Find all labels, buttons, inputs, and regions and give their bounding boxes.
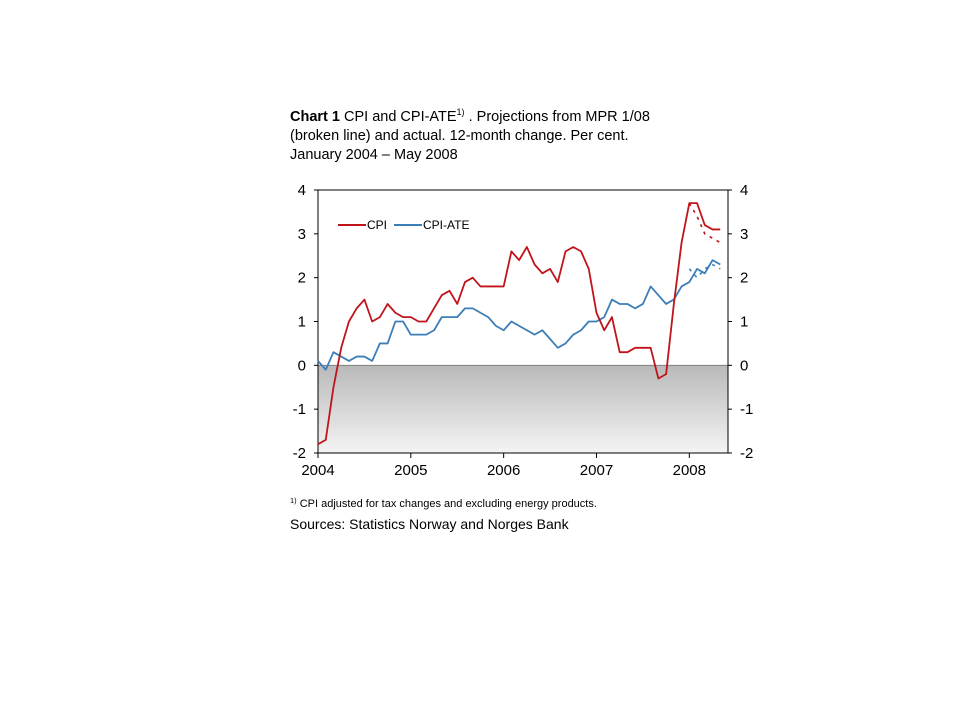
x-tick-label: 2004 bbox=[301, 462, 334, 479]
title-line3: January 2004 – May 2008 bbox=[290, 147, 458, 163]
sources: Sources: Statistics Norway and Norges Ba… bbox=[290, 516, 569, 532]
title-superscript: 1) bbox=[456, 107, 465, 117]
y-tick-label-right: 4 bbox=[740, 182, 748, 199]
y-tick-label-left: -1 bbox=[293, 401, 306, 418]
x-tick-label: 2005 bbox=[394, 462, 427, 479]
y-tick-label-right: 2 bbox=[740, 270, 748, 287]
y-tick-label-left: 3 bbox=[298, 226, 306, 243]
footnote-text: CPI adjusted for tax changes and excludi… bbox=[296, 498, 597, 510]
title-line1-rest: . Projections from MPR 1/08 bbox=[464, 109, 650, 125]
series-cpi-line bbox=[317, 202, 721, 446]
series-layer bbox=[317, 202, 721, 446]
y-tick-label-left: -2 bbox=[293, 445, 306, 462]
x-tick-label: 2007 bbox=[580, 462, 613, 479]
y-tick-label-right: 0 bbox=[740, 357, 748, 374]
y-tick-label-left: 2 bbox=[298, 270, 306, 287]
negative-region-background bbox=[318, 365, 728, 453]
footnote: 1) CPI adjusted for tax changes and excl… bbox=[290, 496, 597, 510]
y-tick-label-right: 1 bbox=[740, 314, 748, 331]
y-tick-label-left: 0 bbox=[298, 357, 306, 374]
y-tick-label-left: 4 bbox=[298, 182, 306, 199]
legend-label-cpi: CPI bbox=[367, 218, 387, 232]
series-cpi-ate-line bbox=[317, 259, 721, 371]
chart-title: Chart 1 CPI and CPI-ATE1) . Projections … bbox=[290, 108, 740, 165]
title-main: CPI and CPI-ATE bbox=[344, 109, 457, 125]
footnote-marker: 1) bbox=[290, 496, 297, 505]
y-tick-label-right: 3 bbox=[740, 226, 748, 243]
title-line2: (broken line) and actual. 12-month chang… bbox=[290, 128, 629, 144]
legend: CPI CPI-ATE bbox=[338, 218, 469, 232]
x-tick-label: 2006 bbox=[487, 462, 520, 479]
y-tick-label-right: -1 bbox=[740, 401, 753, 418]
projection-cpi-line bbox=[688, 202, 721, 244]
y-tick-label-right: -2 bbox=[740, 445, 753, 462]
y-tick-label-left: 1 bbox=[298, 314, 306, 331]
x-tick-label: 2008 bbox=[673, 462, 706, 479]
legend-label-cpi-ate: CPI-ATE bbox=[423, 218, 469, 232]
chart-number: Chart 1 bbox=[290, 109, 340, 125]
